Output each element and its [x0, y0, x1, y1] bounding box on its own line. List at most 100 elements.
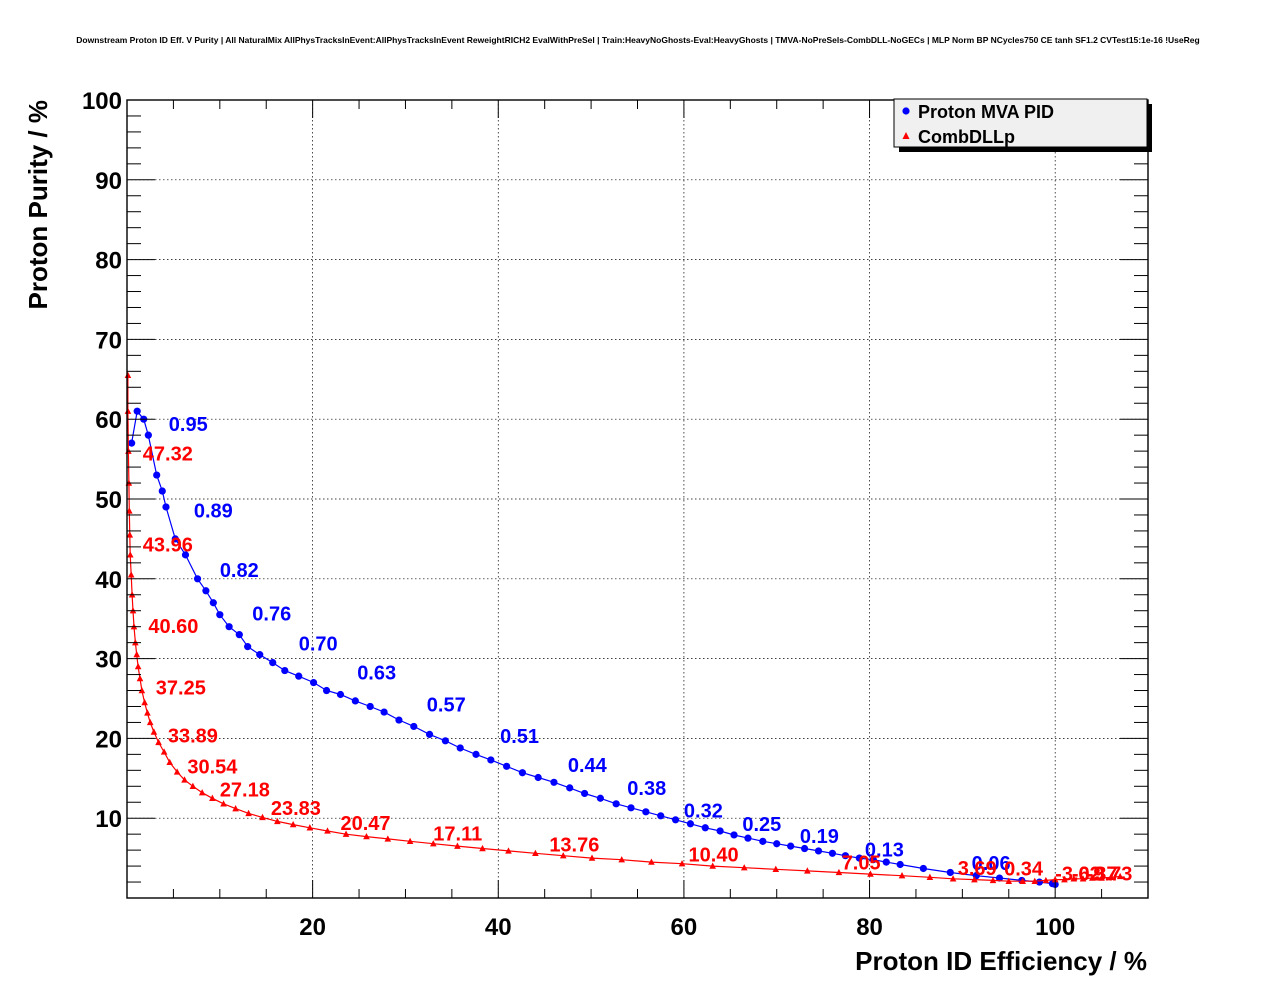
point-label: 0.57: [427, 694, 466, 716]
data-point: [144, 431, 152, 439]
point-labels: 0.95 0.89 0.82 0.76 0.70 0.63 0.57 0.51 0.44 0.38…: [143, 414, 1133, 885]
data-point: [740, 864, 748, 871]
data-point: [126, 551, 134, 558]
data-point: [259, 813, 266, 821]
y-tick-label: 30: [95, 647, 122, 674]
data-point: [456, 744, 464, 752]
y-tick-label: 100: [82, 88, 122, 115]
data-point: [648, 858, 655, 865]
data-point: [306, 824, 314, 831]
data-point: [882, 858, 890, 866]
point-label: 0.06: [972, 853, 1011, 875]
data-point: [441, 737, 449, 745]
data-point: [384, 835, 392, 842]
plot-series: [124, 371, 1124, 889]
data-point: [566, 784, 574, 792]
data-point: [596, 794, 604, 802]
y-tick-label: 80: [95, 248, 122, 275]
data-point: [380, 708, 388, 716]
point-label: 0.82: [220, 560, 259, 582]
point-label: 0.19: [800, 826, 839, 848]
data-point: [472, 750, 480, 758]
y-tick-label: 60: [95, 407, 122, 434]
data-point: [701, 824, 709, 832]
point-label: 37.25: [156, 678, 206, 700]
data-point: [841, 852, 850, 860]
data-point: [309, 678, 318, 687]
data-point: [430, 840, 437, 847]
data-point: [867, 870, 874, 877]
data-point: [503, 762, 511, 770]
point-label: 0.51: [500, 726, 539, 748]
data-point: [153, 471, 161, 479]
chart-title: Downstream Proton ID Eff. V Purity | All…: [76, 35, 1199, 45]
data-point: [949, 875, 957, 882]
data-point: [532, 849, 539, 857]
point-label: 0.63: [357, 662, 396, 684]
data-point: [1031, 877, 1039, 884]
tick-labels: 20 40 60 80 100 10 20 30 40 50 60 70 80 90 100: [82, 88, 1075, 941]
legend: Proton MVA PID CombDLLp: [893, 98, 1152, 152]
x-tick-label: 80: [856, 914, 883, 941]
point-label: 43.96: [143, 535, 193, 557]
data-point: [133, 407, 141, 415]
data-point: [216, 611, 224, 619]
y-axis-label: Proton Purity / %: [23, 100, 53, 309]
data-point: [612, 800, 620, 808]
data-point: [671, 816, 680, 824]
legend-entry: CombDLLp: [918, 127, 1015, 147]
data-point: [919, 864, 927, 873]
data-point: [202, 587, 210, 595]
data-point: [289, 820, 297, 828]
data-point: [124, 407, 132, 414]
y-tick-label: 70: [95, 327, 122, 354]
data-point: [1042, 876, 1050, 884]
data-point: [1019, 877, 1026, 884]
data-point: [835, 868, 843, 876]
data-point: [269, 658, 277, 667]
data-point: [618, 856, 626, 863]
data-point: [773, 840, 781, 848]
legend-marker: [902, 132, 910, 139]
data-point: [686, 820, 695, 828]
data-point: [1116, 872, 1124, 880]
data-point: [926, 873, 934, 880]
data-point: [220, 800, 227, 807]
data-point: [772, 865, 780, 872]
data-point: [155, 738, 162, 746]
point-label: 13.76: [549, 835, 599, 857]
point-label: 3.69: [958, 858, 997, 880]
data-point: [295, 672, 303, 680]
point-label: 33.89: [168, 725, 218, 747]
point-label: 17.11: [433, 824, 482, 846]
point-label: 0.89: [194, 500, 233, 522]
x-tick-label: 40: [485, 914, 512, 941]
data-point: [141, 698, 148, 706]
data-point: [1061, 876, 1068, 883]
series-combdll: [124, 371, 1124, 884]
point-label: 0.70: [299, 634, 338, 656]
data-point: [136, 674, 144, 682]
legend-marker: [902, 107, 910, 115]
data-point: [1107, 873, 1115, 880]
data-point: [869, 856, 877, 864]
data-point: [160, 748, 168, 755]
data-point: [855, 854, 863, 862]
data-point: [627, 804, 635, 812]
data-point: [828, 849, 837, 857]
data-point: [256, 651, 264, 659]
point-label: 20.47: [340, 813, 390, 835]
data-point: [642, 808, 650, 816]
data-point: [245, 809, 252, 817]
data-point: [225, 623, 233, 631]
data-point: [244, 643, 252, 651]
x-tick-label: 100: [1035, 914, 1075, 941]
data-point: [193, 575, 202, 583]
x-tick-label: 60: [671, 914, 698, 941]
data-point: [800, 844, 809, 853]
data-point: [322, 686, 331, 695]
axis-ticks: [126, 99, 1149, 899]
point-label: -3.02: [1055, 863, 1101, 885]
data-point: [1070, 875, 1078, 882]
